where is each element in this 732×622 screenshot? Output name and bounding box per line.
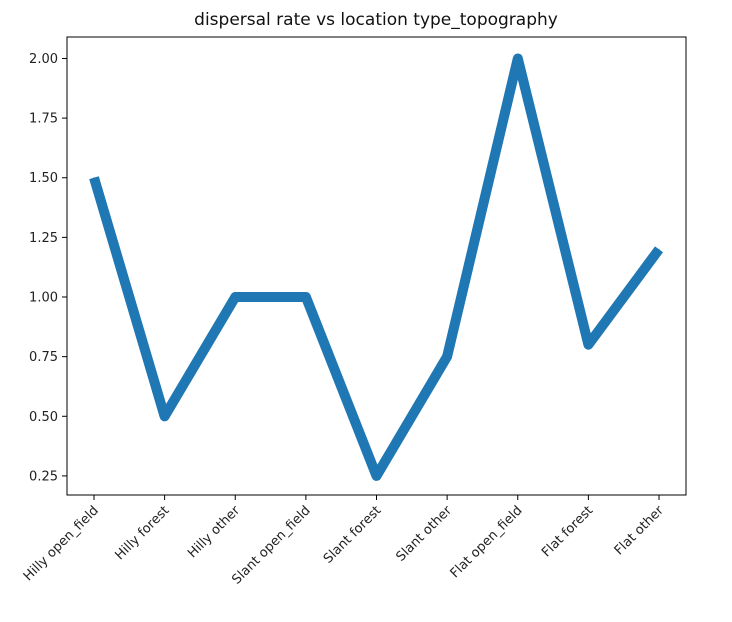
series-line	[89, 53, 664, 481]
x-tick-label: Flat forest	[539, 503, 596, 560]
x-tick-label: Slant forest	[321, 503, 384, 566]
y-tick-label: 1.00	[29, 291, 58, 306]
y-tick-label: 1.25	[29, 231, 58, 246]
y-tick-label: 0.25	[29, 469, 58, 484]
data-point	[446, 356, 448, 358]
x-tick-label: Flat open_field	[448, 503, 526, 581]
x-tick-label: Hilly open_field	[21, 503, 102, 584]
data-point	[376, 475, 377, 477]
x-tick-label: Slant open_field	[229, 503, 313, 587]
y-axis: 0.25 0.50 0.75 1.00 1.25 1.50 1.75 2.00	[29, 52, 67, 484]
data-point	[517, 57, 519, 59]
data-point	[93, 177, 95, 179]
x-tick-label: Hilly other	[185, 503, 243, 561]
y-tick-label: 0.75	[29, 350, 58, 365]
y-tick-label: 0.50	[29, 410, 58, 425]
y-tick-label: 1.50	[29, 171, 58, 186]
data-point	[587, 344, 589, 346]
x-axis: Hilly open_field Hilly forest Hilly otherS…	[21, 495, 667, 588]
chart-title: dispersal rate vs location type_topograp…	[194, 10, 558, 30]
y-tick-label: 1.75	[29, 112, 58, 127]
x-tick-label: Slant other	[393, 503, 455, 565]
series-group	[89, 53, 664, 481]
data-point	[234, 296, 236, 298]
y-tick-label: 2.00	[29, 52, 58, 67]
x-tick-label: Hilly forest	[112, 503, 172, 563]
plot-area-frame	[66, 36, 687, 496]
data-point	[658, 248, 660, 250]
data-point	[164, 415, 166, 417]
x-tick-label: Flat other	[612, 503, 668, 559]
data-point	[305, 296, 307, 298]
